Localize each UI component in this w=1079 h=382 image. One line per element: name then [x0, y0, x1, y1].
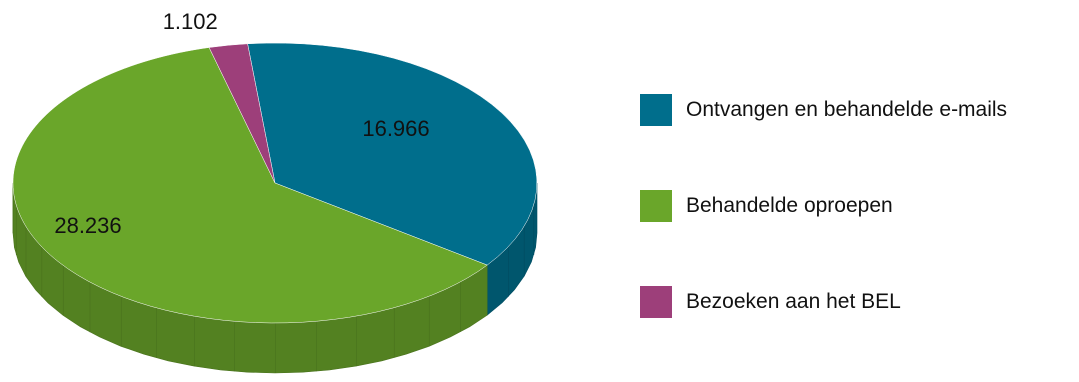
- pie-slice-2: [208, 43, 276, 184]
- legend-item-calls: Behandelde oproepen: [640, 190, 1075, 222]
- legend-label-emails: Ontvangen en behandelde e-mails: [686, 98, 1008, 121]
- legend-item-emails: Ontvangen en behandelde e-mails: [640, 94, 1075, 126]
- pie-slice-1: [12, 47, 488, 324]
- pie-slice-0: [247, 42, 538, 266]
- legend: Ontvangen en behandelde e-mails Behandel…: [640, 94, 1075, 382]
- legend-label-calls: Behandelde oproepen: [686, 194, 893, 217]
- pie-chart: 16.966 28.236 1.102: [12, 9, 538, 374]
- legend-swatch-emails: [640, 94, 672, 126]
- legend-label-visits: Bezoeken aan het BEL: [686, 290, 901, 313]
- legend-item-visits: Bezoeken aan het BEL: [640, 286, 1075, 318]
- slice-value-label-0: 16.966: [362, 116, 429, 141]
- slice-value-label-2: 1.102: [163, 9, 218, 34]
- slice-value-label-1: 28.236: [54, 213, 121, 238]
- legend-swatch-visits: [640, 286, 672, 318]
- pie-top-group: [12, 42, 538, 324]
- legend-swatch-calls: [640, 190, 672, 222]
